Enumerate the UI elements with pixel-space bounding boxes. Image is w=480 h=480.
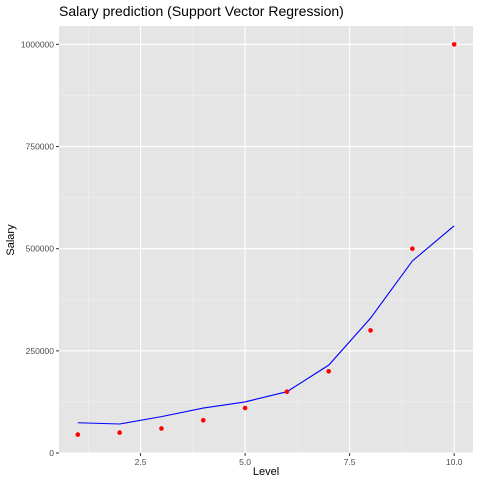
- data-point-4: [242, 405, 248, 411]
- grid-major: [59, 26, 473, 454]
- x-tick-label-2: 7.5: [344, 457, 356, 467]
- y-axis: 0 250000 500000 750000 1000000: [21, 39, 59, 458]
- line-layer: [77, 225, 455, 425]
- data-point-7: [368, 328, 373, 333]
- x-axis: 2.5 5.0 7.5 10.0: [135, 453, 463, 467]
- y-axis-title: Salary: [5, 224, 17, 256]
- y-tick-label-3: 750000: [26, 142, 55, 152]
- data-point-2: [159, 426, 164, 431]
- data-point-3: [200, 418, 206, 423]
- data-point-8: [410, 246, 415, 251]
- x-tick-label-0: 2.5: [135, 457, 147, 467]
- data-point-5: [284, 389, 290, 395]
- prediction-line: [77, 225, 455, 425]
- y-tick-label-0: 0: [49, 448, 54, 458]
- y-tick-label-4: 1000000: [21, 39, 54, 49]
- x-tick-label-1: 5.0: [239, 457, 251, 467]
- data-point-6: [326, 368, 332, 374]
- chart-title: Salary prediction (Support Vector Regres…: [59, 3, 344, 19]
- data-point-1: [117, 430, 122, 435]
- plot-panel: [59, 26, 473, 453]
- y-tick-label-1: 250000: [26, 346, 55, 356]
- grid-minor: [59, 26, 473, 453]
- x-tick-label-3: 10.0: [446, 457, 463, 467]
- data-point-0: [75, 432, 81, 437]
- x-axis-title: Level: [253, 466, 279, 478]
- point-layer: [75, 42, 457, 437]
- data-point-9: [451, 42, 457, 47]
- y-tick-label-2: 500000: [26, 244, 55, 254]
